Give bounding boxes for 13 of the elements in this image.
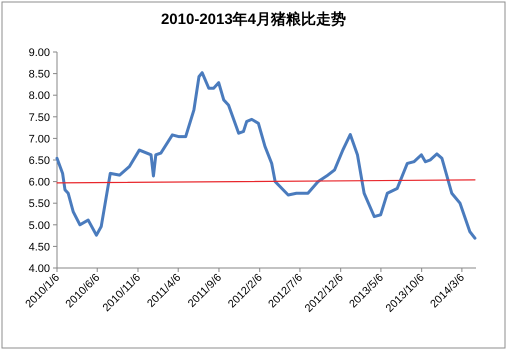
y-tick-label: 6.00 <box>28 176 50 189</box>
line-series <box>56 71 476 240</box>
y-tick-label: 7.50 <box>28 112 50 124</box>
y-tick-label: 8.50 <box>28 68 50 81</box>
y-tick-label: 6.50 <box>28 155 50 167</box>
y-tick-label: 5.00 <box>28 220 50 232</box>
y-tick-label: 7.00 <box>28 133 50 146</box>
y-tick-label: 4.50 <box>28 241 50 254</box>
chart-title: 2010-2013年4月猪粮比走势 <box>160 11 346 28</box>
y-tick-label: 4.00 <box>28 263 50 275</box>
y-tick-label: 5.50 <box>28 198 50 210</box>
y-tick-label: 8.00 <box>28 90 50 102</box>
y-tick-label: 9.00 <box>28 47 50 59</box>
